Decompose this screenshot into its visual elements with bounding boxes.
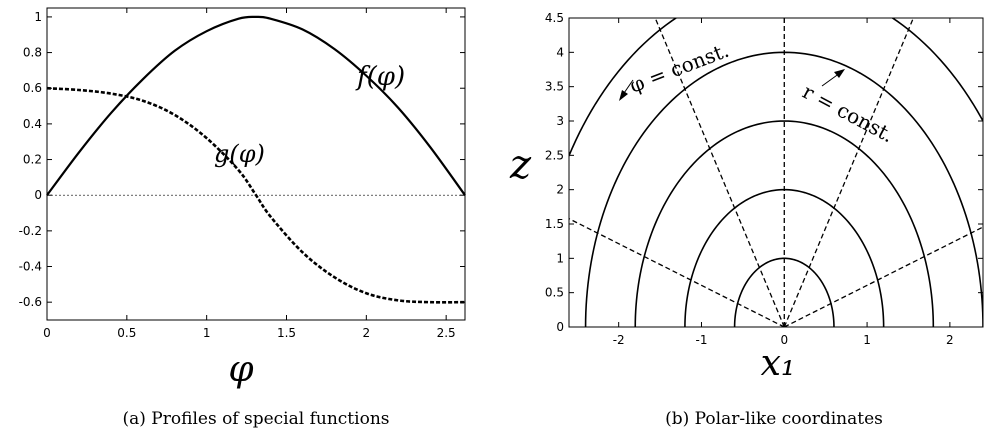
panel-a: 0 0.5 1 1.5 2 2.5 -0.6 -0.4 -0.2 0 0.2 0.4 0.6 0.8 1 f… (19, 7, 466, 429)
panel-a-ytick-label: 0.4 (23, 117, 42, 131)
panel-a-ytick-label: -0.2 (19, 224, 42, 238)
panel-b-ytick-label: 3 (556, 114, 564, 128)
arrowhead-phi (619, 90, 628, 101)
panel-a-xtick-label: 1.5 (277, 326, 296, 340)
panel-a-ytick-label: 0.2 (23, 153, 42, 167)
panel-a-xtick-label: 0 (43, 326, 51, 340)
panel-a-xtick-label: 1 (203, 326, 211, 340)
panel-b: -2 -1 0 1 2 0 0.5 1 1.5 2 2.5 3 3.5 4 4.5 z x₁ φ = con… (509, 11, 984, 429)
panel-b-ytick-label: 4.5 (545, 11, 564, 25)
r-const-curve (569, 18, 983, 158)
panel-a-xtick-label: 0.5 (117, 326, 136, 340)
phi-const-line (783, 18, 915, 327)
panel-b-ytick-label: 0.5 (545, 286, 564, 300)
panel-b-ytick-label: 2.5 (545, 148, 564, 162)
panel-a-xtick-label: 2.5 (437, 326, 456, 340)
arrowhead-r (834, 69, 845, 78)
r-const-curve (634, 120, 935, 327)
panel-a-ytick-label: 0 (34, 188, 42, 202)
panel-a-ytick-label: -0.6 (19, 295, 42, 309)
panel-b-xtick-label: 0 (780, 333, 788, 347)
panel-b-ylabel: z (509, 142, 532, 188)
label-f: f(φ) (355, 62, 405, 92)
annotation-phi: φ = const. (626, 38, 732, 98)
panel-a-ytick-label: 1 (34, 10, 42, 24)
series-g (46, 86, 466, 304)
panel-b-xtick-label: 1 (863, 333, 871, 347)
label-g: g(φ) (214, 140, 265, 168)
panel-b-ytick-label: 0 (556, 320, 564, 334)
panel-b-frame (568, 17, 984, 328)
panel-b-ytick-label: 2 (556, 183, 564, 197)
caption-a: (a) Profiles of special functions (123, 409, 390, 429)
panel-a-ytick-label: -0.4 (19, 260, 42, 274)
panel-a-frame (46, 7, 466, 321)
panel-b-xlabel: x₁ (761, 343, 796, 384)
panel-a-ytick-label: 0.6 (23, 81, 42, 95)
panel-b-xtick-label: -2 (613, 333, 625, 347)
panel-b-xtick-label: 2 (946, 333, 954, 347)
panel-a-xtick-label: 2 (363, 326, 371, 340)
panel-b-ytick-label: 3.5 (545, 80, 564, 94)
panel-b-ytick-label: 1 (556, 251, 564, 265)
panel-b-ytick-label: 4 (556, 45, 564, 59)
panel-a-ytick-label: 0.8 (23, 46, 42, 60)
panel-a-xlabel: φ (228, 349, 254, 390)
panel-b-ytick-label: 1.5 (545, 217, 564, 231)
phi-const-line (654, 18, 785, 327)
series-f (46, 15, 466, 196)
caption-b: (b) Polar-like coordinates (665, 409, 883, 429)
panel-b-xtick-label: -1 (695, 333, 707, 347)
